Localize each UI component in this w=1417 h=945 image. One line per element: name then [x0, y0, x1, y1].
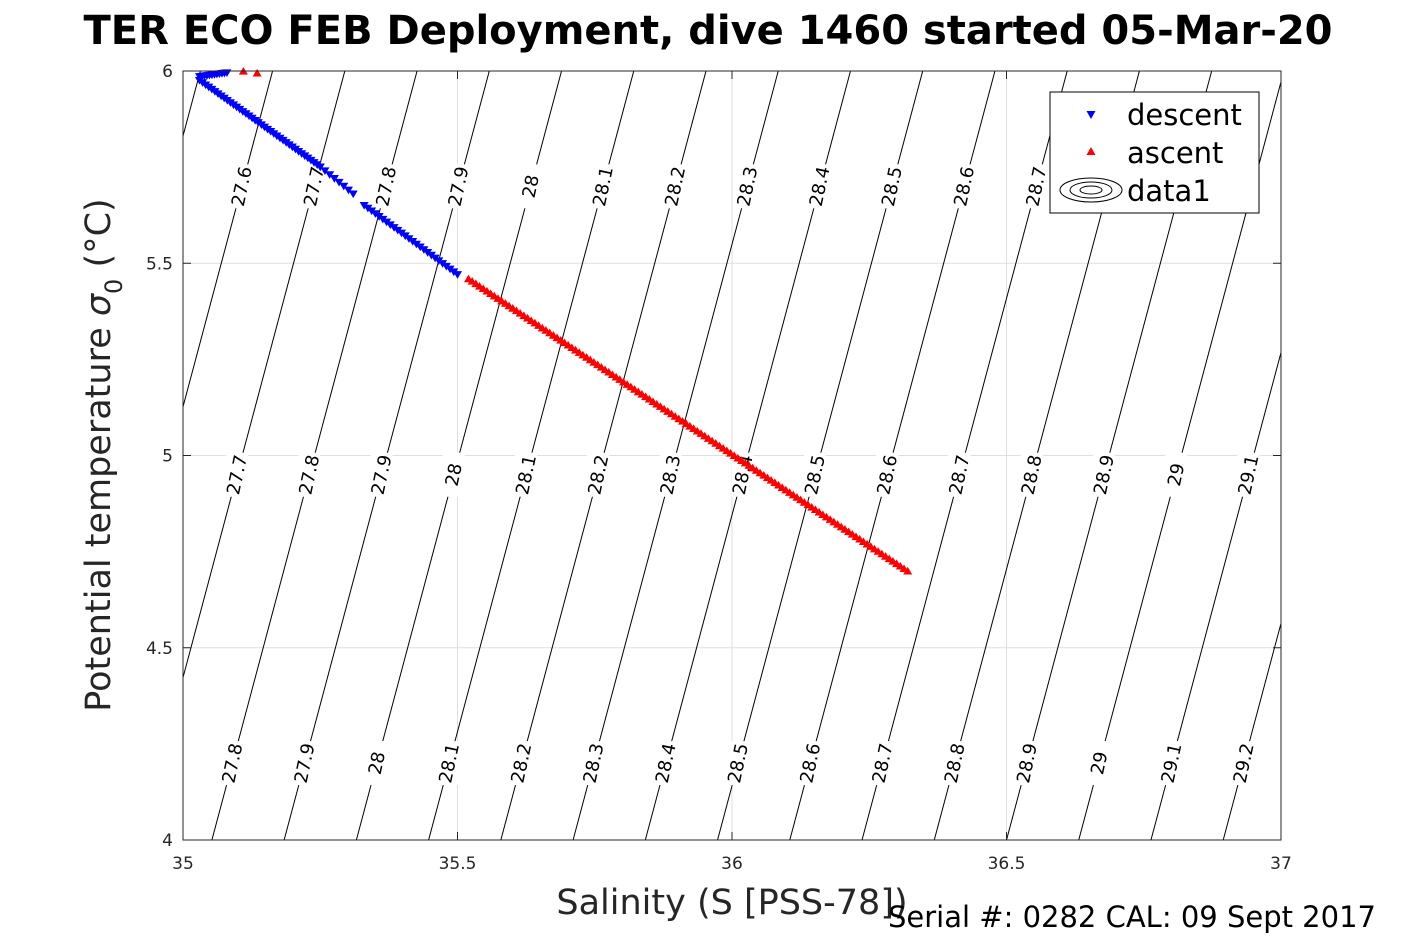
contour-label-bg	[1165, 452, 1188, 497]
contour-label-bg	[943, 741, 966, 786]
contour-label-bg	[221, 741, 244, 786]
isopycnal-line	[1368, 71, 1417, 840]
descent-point	[343, 186, 353, 195]
contour-label-bg	[1088, 741, 1111, 786]
contour-label-bg	[226, 452, 249, 497]
contour-label-bg	[880, 164, 903, 209]
contour-label-bg	[582, 741, 605, 786]
svg-text:Potential temperature σ0 (°C): Potential temperature σ0 (°C)	[79, 198, 128, 711]
contour-label-bg	[659, 452, 682, 497]
contour-label-bg	[510, 741, 533, 786]
contour-label-bg	[1092, 452, 1115, 497]
y-tick-label: 5	[162, 447, 173, 467]
contour-label: 28	[365, 750, 390, 777]
contour-label-bg	[1020, 452, 1043, 497]
descent-point	[329, 175, 339, 183]
legend-data1-contour-icon	[1059, 177, 1123, 203]
x-tick-label: 35	[172, 854, 194, 874]
contour-label-bg	[664, 164, 687, 209]
contour-label-bg	[1232, 741, 1255, 786]
contour-label: 29	[1164, 461, 1189, 488]
isopycnal-line	[1295, 71, 1417, 840]
descent-point	[325, 171, 335, 179]
descent-point	[334, 178, 344, 187]
contour-label-bg	[587, 452, 610, 497]
contour-label-bg	[365, 741, 388, 786]
contour-label-bg	[438, 741, 461, 786]
y-axis-label-sigma: σ	[79, 292, 119, 316]
chart-title: TER ECO FEB Deployment, dive 1460 starte…	[83, 8, 1332, 54]
contour-label-bg	[804, 452, 827, 497]
legend: descent ascent data1	[1049, 91, 1260, 214]
y-tick-label: 5.5	[146, 254, 173, 274]
axis-ticks	[182, 70, 1282, 841]
contour-label-bg	[736, 164, 759, 209]
contour-label: 28	[519, 173, 544, 200]
contour-label-bg	[515, 452, 538, 497]
contour-label-bg	[370, 452, 393, 497]
contour-label-bg	[447, 164, 470, 209]
descent-point	[348, 190, 358, 199]
descent-point	[320, 167, 330, 176]
y-axis-label-sub: 0	[100, 279, 128, 294]
contour-label-bg	[293, 741, 316, 786]
contour-label-bg	[375, 164, 398, 209]
x-tick-label: 35.5	[439, 854, 477, 874]
descent-point	[339, 182, 349, 191]
isopycnal-line	[1222, 621, 1281, 840]
serial-cal-footer: Serial #: 0282 CAL: 09 Sept 2017	[888, 900, 1376, 934]
contour-label-bg	[1025, 164, 1048, 209]
contour-label-bg	[953, 164, 976, 209]
contour-label-bg	[298, 452, 321, 497]
contour-label-bg	[871, 741, 894, 786]
contour-label-bg	[1016, 741, 1039, 786]
legend-data1-label: data1	[1127, 174, 1211, 208]
y-tick-label: 4.5	[146, 639, 173, 659]
contour-label-bg	[1160, 741, 1183, 786]
y-axis-label-unit: (°C)	[79, 198, 119, 278]
ascent-point	[903, 566, 913, 575]
contour-label-bg	[727, 741, 750, 786]
contour-label-bg	[519, 164, 542, 209]
contour-label-bg	[808, 164, 831, 209]
contour-label: 29	[1087, 750, 1112, 777]
x-axis-label: Salinity (S [PSS-78])	[556, 883, 907, 923]
legend-ascent-marker	[1086, 147, 1096, 155]
contour-label: 28	[442, 461, 467, 488]
y-axis-label-main: Potential temperature	[79, 316, 119, 712]
contour-label-bg	[1237, 452, 1260, 497]
legend-descent-label: descent	[1127, 98, 1242, 132]
contour-label-bg	[948, 452, 971, 497]
contour-label-bg	[654, 741, 677, 786]
x-tick-label: 37	[1270, 854, 1292, 874]
isopycnal-labels: 27.6 27.7 27.8 27.9 28 28.1 28.2 28.3 28.4 28.5 28…	[218, 164, 1263, 786]
contour-label-bg	[303, 164, 326, 209]
legend-ascent-label: ascent	[1127, 136, 1223, 170]
contour-label-bg	[442, 452, 465, 497]
descent-point	[194, 73, 204, 81]
ascent-point	[252, 68, 262, 77]
data-points	[194, 66, 913, 575]
y-axis-label: Potential temperature σ0 (°C)	[79, 198, 128, 711]
y-tick-label: 4	[162, 831, 173, 851]
legend-descent-marker	[1086, 111, 1096, 119]
contour-label-bg	[799, 741, 822, 786]
descent-point	[453, 271, 462, 279]
descent-point	[315, 163, 325, 172]
y-tick-label: 6	[162, 62, 173, 82]
x-tick-label: 36.5	[988, 854, 1026, 874]
contour-label-bg	[876, 452, 899, 497]
x-tick-label: 36	[721, 854, 743, 874]
contour-label-bg	[591, 164, 614, 209]
contour-label-bg	[230, 164, 253, 209]
